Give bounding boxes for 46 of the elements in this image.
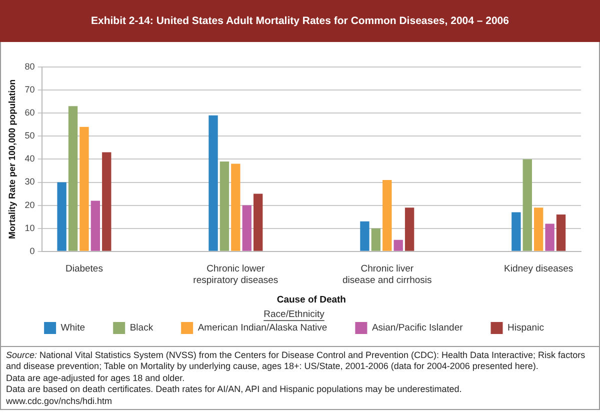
x-tick-label: Chronic lower respiratory diseases (193, 264, 278, 286)
bar (522, 159, 532, 251)
legend-label: American Indian/Alaska Native (198, 322, 328, 334)
y-tick-label: 50 (24, 130, 35, 141)
x-tick-label: Kidney diseases (504, 264, 574, 275)
bar (220, 162, 230, 251)
bar (102, 152, 112, 251)
text: Data are based on death certificates. Death rates for AI/AN, API and Hispanic populations may be underestimated. (6, 384, 462, 394)
bar (68, 106, 78, 251)
bar (90, 200, 100, 251)
bar (360, 221, 370, 251)
y-tick-label: 70 (24, 84, 35, 95)
bar (371, 228, 381, 251)
bar (394, 240, 403, 251)
bar (404, 208, 414, 251)
y-tick-label: 30 (24, 176, 35, 187)
x-tick-label: Chronic liver disease and cirrhosis (342, 264, 432, 286)
bar (208, 115, 218, 251)
bar (545, 224, 554, 251)
legend-label: Black (130, 322, 154, 334)
y-tick-label: 60 (24, 108, 35, 118)
bar (534, 208, 544, 251)
x-tick-label: Diabetes (65, 264, 104, 275)
y-tick-label: 10 (24, 222, 35, 233)
bar (57, 182, 66, 251)
bar (231, 164, 240, 251)
y-axis-title: Mortality Rate per 100,000 population (6, 79, 17, 239)
legend-title: Race/Ethnicity (264, 308, 325, 320)
bar (80, 126, 89, 251)
y-tick-label: 0 (30, 246, 35, 256)
bar (382, 180, 392, 251)
y-tick-label: 80 (24, 61, 35, 72)
x-axis-title: Cause of Death (276, 294, 346, 306)
bar (242, 205, 252, 251)
chart-title: Exhibit 2-14: United States Adult Mortality Rates for Common Diseases, 2004 – 2006 (91, 15, 509, 27)
text: Data are age-adjusted for ages 18 and older. (6, 372, 185, 383)
legend-label: White (60, 322, 86, 334)
legend-label: Hispanic (508, 322, 544, 334)
bar (556, 214, 566, 251)
bar (512, 212, 521, 251)
bar (253, 194, 263, 251)
y-tick-label: 20 (24, 200, 35, 210)
y-tick-label: 40 (24, 154, 35, 164)
legend-label: Asian/Pacific Islander (372, 322, 463, 334)
text: www.cdc.gov/nchs/hdi.htm (6, 396, 112, 406)
source-note: Source: National Vital Statistics System (NVSS) from the Centers for Disease Control and Prevention (CDC): Health Data Interactive; Risk factors and disease prevention; Table on Mortality by underlying cause, ages 18+: US/State, 2001-2006 (data for 2004-2006 presented here). (6, 350, 586, 372)
